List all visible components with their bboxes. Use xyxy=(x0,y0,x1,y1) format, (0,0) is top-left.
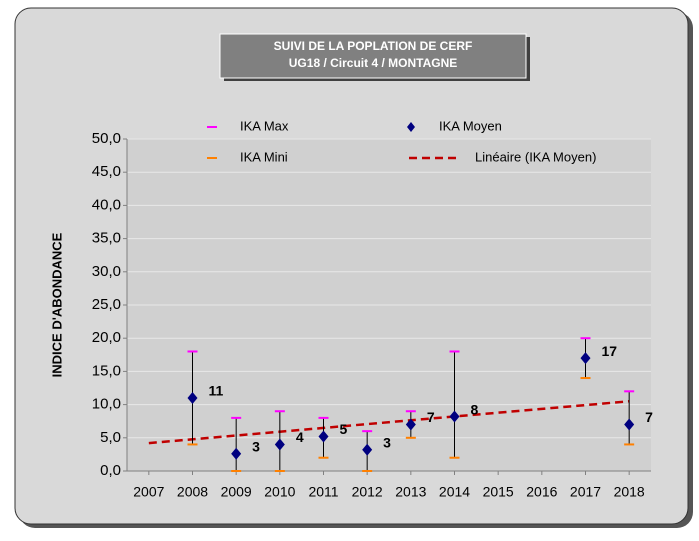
trendline xyxy=(148,400,630,445)
x-tick-label: 2017 xyxy=(570,484,601,500)
mean-marker xyxy=(318,430,329,443)
legend-label: IKA Max xyxy=(240,118,289,133)
y-tick-label: 50,0 xyxy=(92,130,121,147)
y-tick-label: 5,0 xyxy=(100,429,121,446)
mean-marker xyxy=(580,352,591,365)
y-tick-label: 20,0 xyxy=(92,329,121,346)
data-label: 7 xyxy=(645,409,653,425)
data-label: 7 xyxy=(427,409,435,425)
mean-marker xyxy=(187,391,198,404)
legend-label: Linéaire (IKA Moyen) xyxy=(475,149,596,164)
y-tick-label: 30,0 xyxy=(92,263,121,280)
mean-marker xyxy=(405,418,416,431)
x-tick-label: 2014 xyxy=(439,484,470,500)
y-axis-label: INDICE D'ABONDANCE xyxy=(49,232,64,377)
x-tick-label: 2012 xyxy=(352,484,383,500)
y-tick-label: 15,0 xyxy=(92,362,121,379)
mean-marker xyxy=(624,418,635,431)
mean-marker xyxy=(449,410,460,423)
chart-subtitle: UG18 / Circuit 4 / MONTAGNE xyxy=(289,56,457,70)
x-tick-label: 2011 xyxy=(308,484,338,500)
y-tick-label: 0,0 xyxy=(100,462,121,479)
y-tick-label: 25,0 xyxy=(92,296,121,313)
x-tick-label: 2013 xyxy=(395,484,426,500)
data-label: 11 xyxy=(209,383,224,399)
chart-title: SUIVI DE LA POPLATION DE CERF xyxy=(274,39,473,53)
x-tick-label: 2009 xyxy=(221,484,252,500)
y-tick-label: 10,0 xyxy=(92,396,121,413)
x-tick-label: 2007 xyxy=(133,484,164,500)
data-label: 3 xyxy=(383,434,391,450)
data-label: 17 xyxy=(602,343,618,359)
legend-swatch xyxy=(407,122,415,132)
data-label: 8 xyxy=(471,401,479,417)
x-tick-label: 2016 xyxy=(526,484,557,500)
mean-marker xyxy=(231,447,242,460)
mean-marker xyxy=(362,443,373,456)
y-tick-label: 45,0 xyxy=(92,163,121,180)
x-tick-label: 2018 xyxy=(614,484,645,500)
x-tick-label: 2015 xyxy=(483,484,514,500)
title-box xyxy=(219,33,527,79)
y-tick-label: 35,0 xyxy=(92,230,121,247)
data-label: 3 xyxy=(252,438,260,454)
x-tick-label: 2010 xyxy=(264,484,295,500)
legend-label: IKA Mini xyxy=(240,149,288,164)
data-label: 4 xyxy=(296,429,304,445)
mean-marker xyxy=(274,438,285,451)
data-label: 5 xyxy=(340,421,348,437)
y-tick-label: 40,0 xyxy=(92,196,121,213)
x-tick-label: 2008 xyxy=(177,484,208,500)
legend-label: IKA Moyen xyxy=(439,118,502,133)
